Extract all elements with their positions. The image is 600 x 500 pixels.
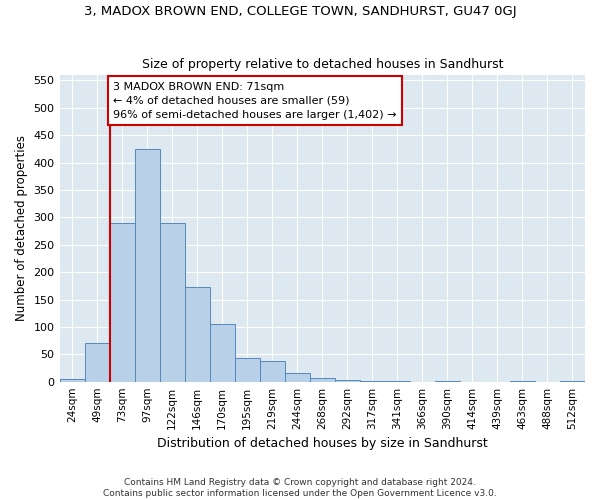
Bar	[185, 288, 209, 382]
Bar	[59, 379, 85, 382]
Bar	[360, 380, 385, 382]
Bar	[134, 149, 160, 382]
Y-axis label: Number of detached properties: Number of detached properties	[15, 136, 28, 322]
Bar	[435, 380, 460, 382]
Bar	[310, 378, 335, 382]
Bar	[385, 381, 410, 382]
Text: 3, MADOX BROWN END, COLLEGE TOWN, SANDHURST, GU47 0GJ: 3, MADOX BROWN END, COLLEGE TOWN, SANDHU…	[83, 5, 517, 18]
Bar	[209, 324, 235, 382]
Title: Size of property relative to detached houses in Sandhurst: Size of property relative to detached ho…	[142, 58, 503, 71]
Bar	[235, 358, 260, 382]
Bar	[510, 381, 535, 382]
X-axis label: Distribution of detached houses by size in Sandhurst: Distribution of detached houses by size …	[157, 437, 488, 450]
Bar	[110, 223, 134, 382]
Text: 3 MADOX BROWN END: 71sqm
← 4% of detached houses are smaller (59)
96% of semi-de: 3 MADOX BROWN END: 71sqm ← 4% of detache…	[113, 82, 397, 120]
Bar	[160, 223, 185, 382]
Bar	[285, 374, 310, 382]
Bar	[85, 344, 110, 382]
Bar	[335, 380, 360, 382]
Bar	[260, 361, 285, 382]
Text: Contains HM Land Registry data © Crown copyright and database right 2024.
Contai: Contains HM Land Registry data © Crown c…	[103, 478, 497, 498]
Bar	[560, 381, 585, 382]
